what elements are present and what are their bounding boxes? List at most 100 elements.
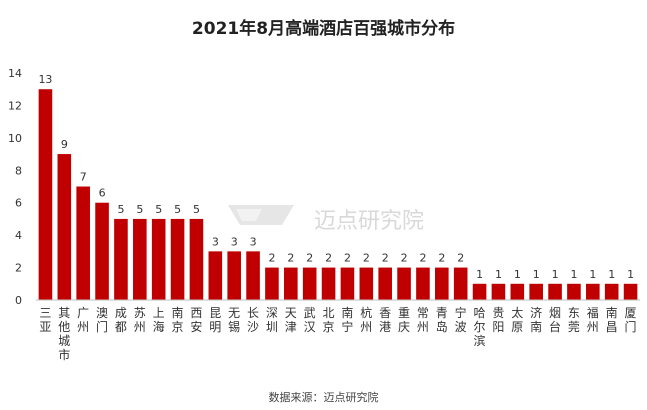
data-label: 5 — [193, 203, 200, 216]
bar — [397, 267, 411, 300]
bar — [114, 218, 128, 300]
data-label: 13 — [38, 73, 52, 86]
bar — [453, 267, 468, 300]
data-label: 2 — [382, 252, 389, 265]
watermark-logo-icon — [228, 205, 294, 225]
x-tick-label: 北京 — [323, 306, 335, 334]
data-label: 9 — [61, 138, 68, 151]
x-tick-label: 澳门 — [96, 306, 108, 334]
data-label: 2 — [287, 252, 294, 265]
y-tick-label: 12 — [8, 99, 22, 112]
y-tick-label: 8 — [15, 164, 22, 177]
y-tick-label: 2 — [15, 262, 22, 275]
bar — [208, 251, 223, 300]
bar — [378, 267, 392, 300]
bar — [359, 267, 374, 300]
x-tick-label: 南京 — [172, 305, 184, 334]
data-label: 2 — [419, 252, 426, 265]
data-label: 3 — [212, 235, 219, 248]
bar — [340, 267, 355, 300]
chart-title: 2021年8月高端酒店百强城市分布 — [191, 19, 456, 39]
x-tick-label: 天津 — [285, 306, 297, 334]
x-tick-label: 广州 — [77, 306, 89, 334]
x-tick-label: 宁波 — [455, 305, 467, 334]
data-label: 1 — [552, 268, 559, 281]
data-label: 7 — [80, 171, 87, 184]
bar — [284, 267, 298, 300]
y-tick-label: 14 — [8, 67, 22, 80]
bar — [151, 218, 166, 300]
watermark-text: 迈点研究院 — [314, 209, 425, 234]
x-tick-label: 长沙 — [247, 306, 259, 334]
x-tick-label: 烟台 — [549, 306, 561, 334]
y-tick-label: 6 — [15, 197, 22, 210]
bar — [189, 218, 204, 300]
x-tick-label: 常州 — [417, 306, 429, 334]
data-label: 6 — [99, 187, 106, 200]
data-label: 1 — [608, 268, 615, 281]
x-tick-label: 其他城市 — [58, 306, 70, 362]
data-label: 1 — [495, 268, 502, 281]
bar — [529, 283, 543, 300]
bar — [510, 283, 525, 300]
data-source: 数据来源：迈点研究院 — [268, 391, 379, 404]
x-tick-label: 厦门 — [625, 306, 637, 334]
x-tick-label: 济南 — [530, 305, 542, 334]
data-label: 1 — [476, 268, 483, 281]
x-tick-label: 三亚 — [39, 306, 51, 334]
x-tick-label: 香港 — [379, 306, 391, 334]
bar — [76, 186, 90, 300]
bar — [548, 283, 562, 300]
data-label: 1 — [514, 268, 521, 281]
data-label: 2 — [306, 252, 313, 265]
x-tick-label: 西安 — [190, 306, 202, 334]
data-label: 1 — [533, 268, 540, 281]
data-label: 2 — [344, 252, 351, 265]
y-tick-label: 0 — [15, 294, 22, 307]
x-tick-label: 贵阳 — [492, 306, 504, 334]
y-tick-label: 4 — [15, 229, 22, 242]
data-label: 2 — [363, 252, 370, 265]
x-tick-label: 青岛 — [436, 306, 448, 334]
bar — [133, 218, 147, 300]
data-label: 5 — [174, 203, 181, 216]
y-axis: 0 2 4 6 8 10 12 14 — [8, 67, 22, 307]
bar — [435, 267, 449, 300]
x-tick-label: 南昌 — [606, 305, 618, 334]
data-label: 2 — [401, 252, 408, 265]
watermark: 迈点研究院 — [222, 195, 472, 239]
x-axis-labels: 三亚其他城市广州澳门成都苏州上海南京西安昆明无锡长沙深圳天津武汉北京南宁杭州香港… — [39, 305, 636, 362]
bar — [227, 251, 241, 300]
x-tick-label: 成都 — [115, 306, 127, 334]
bar — [246, 251, 260, 300]
x-tick-label: 深圳 — [266, 306, 278, 334]
data-label: 2 — [438, 252, 445, 265]
data-label: 1 — [570, 268, 577, 281]
x-tick-label: 太原 — [511, 305, 523, 334]
data-label: 2 — [325, 252, 332, 265]
data-label: 2 — [457, 252, 464, 265]
bar — [321, 267, 336, 300]
bar — [57, 154, 72, 300]
bar — [265, 267, 279, 300]
bar — [302, 267, 317, 300]
bars — [38, 89, 638, 300]
x-tick-label: 东莞 — [568, 306, 580, 334]
x-tick-label: 重庆 — [398, 306, 410, 334]
bar — [416, 267, 430, 300]
x-tick-label: 南宁 — [341, 305, 353, 334]
x-tick-label: 杭州 — [360, 305, 372, 334]
x-tick-label: 苏州 — [134, 306, 146, 334]
data-label: 1 — [589, 268, 596, 281]
data-label: 3 — [231, 235, 238, 248]
data-label: 3 — [250, 235, 257, 248]
bar — [586, 283, 600, 300]
x-tick-label: 上海 — [153, 306, 165, 334]
bar — [472, 283, 487, 300]
bar — [604, 283, 619, 300]
bar — [38, 89, 53, 300]
x-tick-label: 武汉 — [304, 306, 316, 334]
x-tick-label: 福州 — [587, 305, 599, 334]
